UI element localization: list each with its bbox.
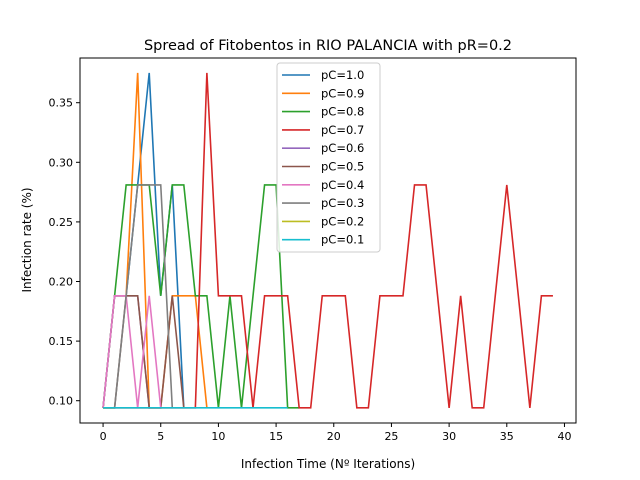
y-tick-label: 0.10 [49, 395, 74, 408]
series-lines [102, 72, 553, 409]
series-line-6 [102, 295, 162, 408]
x-tick-label: 10 [211, 430, 225, 443]
legend: pC=1.0 pC=0.9 pC=0.8 pC=0.7 pC=0.6 pC=0.5 pC=0… [276, 62, 381, 253]
x-tick-label: 40 [557, 430, 571, 443]
x-tick-label: 5 [157, 430, 164, 443]
legend-entry-label: pC=0.4 [321, 178, 364, 192]
y-tick-label: 0.35 [49, 97, 74, 110]
x-axis-ticks: 0 5 10 15 20 25 30 35 40 [100, 423, 571, 443]
legend-entry-label: pC=0.7 [321, 123, 364, 137]
x-axis-label: Infection Time (Nº Iterations) [241, 457, 415, 471]
y-axis-ticks: 0.10 0.15 0.20 0.25 0.30 0.35 [49, 97, 80, 408]
legend-entry-label: pC=1.0 [321, 68, 364, 82]
legend-entry-label: pC=0.2 [321, 214, 364, 228]
legend-entry-label: pC=0.8 [321, 105, 364, 119]
legend-entry-label: pC=0.6 [321, 141, 364, 155]
y-tick-label: 0.15 [49, 335, 74, 348]
y-tick-label: 0.25 [49, 216, 74, 229]
x-tick-label: 0 [100, 430, 107, 443]
plot-frame [79, 57, 577, 424]
chart-title: Spread of Fitobentos in RIO PALANCIA wit… [144, 38, 512, 54]
x-tick-label: 30 [442, 430, 456, 443]
x-tick-label: 20 [327, 430, 341, 443]
series-line-4 [102, 295, 151, 408]
legend-entry-label: pC=0.9 [321, 86, 364, 100]
y-axis-label: Infection rate (%) [20, 187, 34, 292]
legend-box [276, 62, 381, 253]
legend-entry-label: pC=0.1 [321, 233, 364, 247]
x-tick-label: 25 [384, 430, 398, 443]
x-tick-label: 15 [269, 430, 283, 443]
legend-entry-label: pC=0.5 [321, 160, 364, 174]
legend-entry-label: pC=0.3 [321, 196, 364, 210]
y-tick-label: 0.20 [49, 276, 74, 289]
y-tick-label: 0.30 [49, 156, 74, 169]
x-tick-label: 35 [500, 430, 514, 443]
series-line-2 [102, 184, 300, 409]
